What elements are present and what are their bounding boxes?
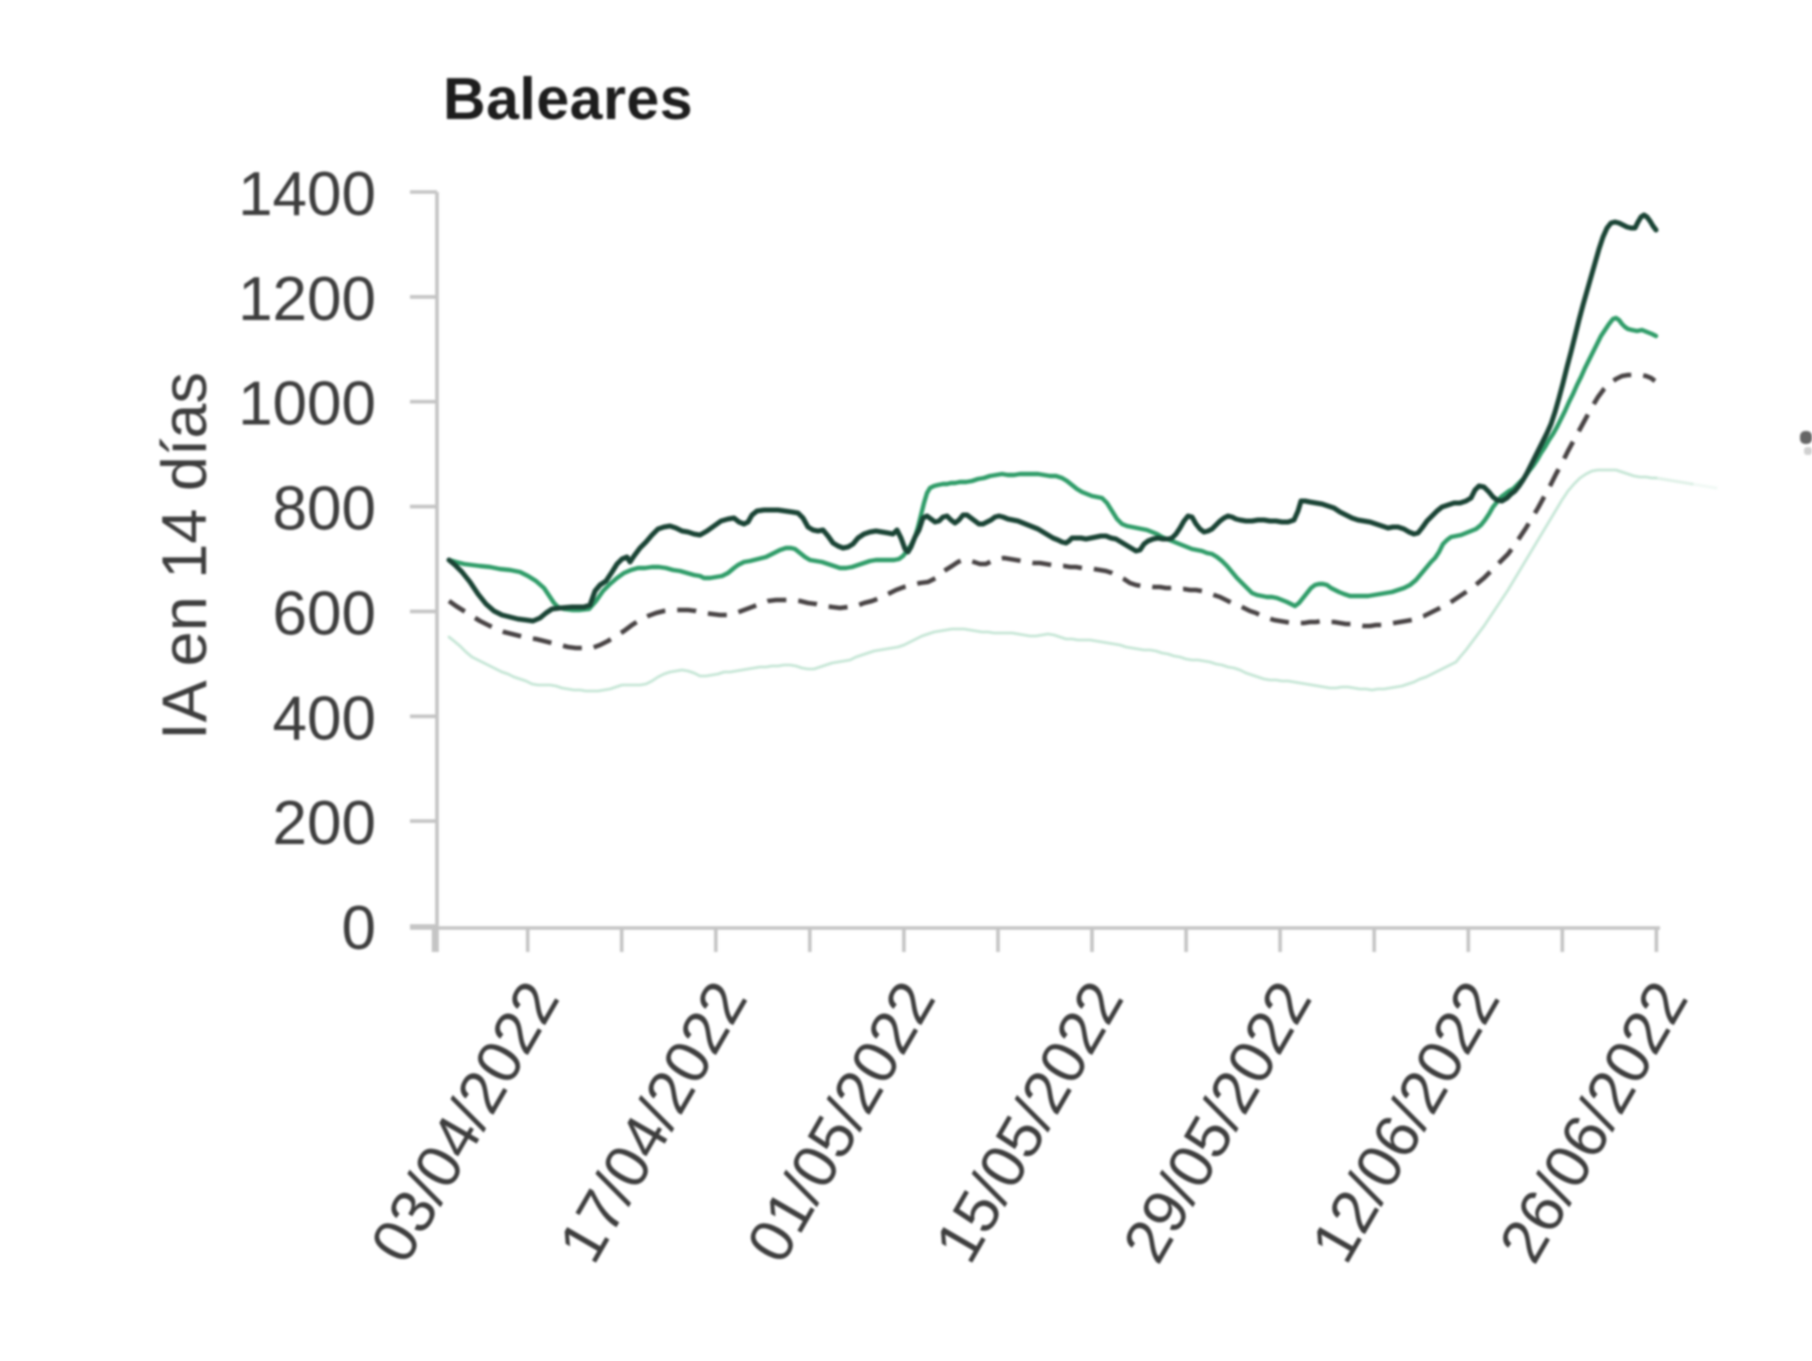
svg-text:IA en 14 días: IA en 14 días — [150, 372, 220, 740]
svg-text:01/05/2022: 01/05/2022 — [734, 971, 949, 1274]
svg-text:200: 200 — [273, 789, 376, 858]
svg-text:0: 0 — [342, 894, 376, 963]
svg-text:1200: 1200 — [238, 265, 376, 334]
svg-text:26/06/2022: 26/06/2022 — [1487, 971, 1702, 1274]
svg-text:1000: 1000 — [238, 370, 376, 439]
svg-text:15/05/2022: 15/05/2022 — [922, 971, 1137, 1274]
svg-text:1400: 1400 — [238, 160, 376, 229]
svg-text:400: 400 — [273, 684, 376, 753]
svg-text:03/04/2022: 03/04/2022 — [358, 971, 573, 1274]
svg-text:800: 800 — [273, 475, 376, 544]
svg-text:17/04/2022: 17/04/2022 — [546, 971, 761, 1274]
svg-text:600: 600 — [273, 579, 376, 648]
svg-text:12/06/2022: 12/06/2022 — [1299, 971, 1514, 1274]
svg-text:29/05/2022: 29/05/2022 — [1110, 971, 1325, 1274]
svg-text:Baleares: Baleares — [443, 66, 693, 132]
